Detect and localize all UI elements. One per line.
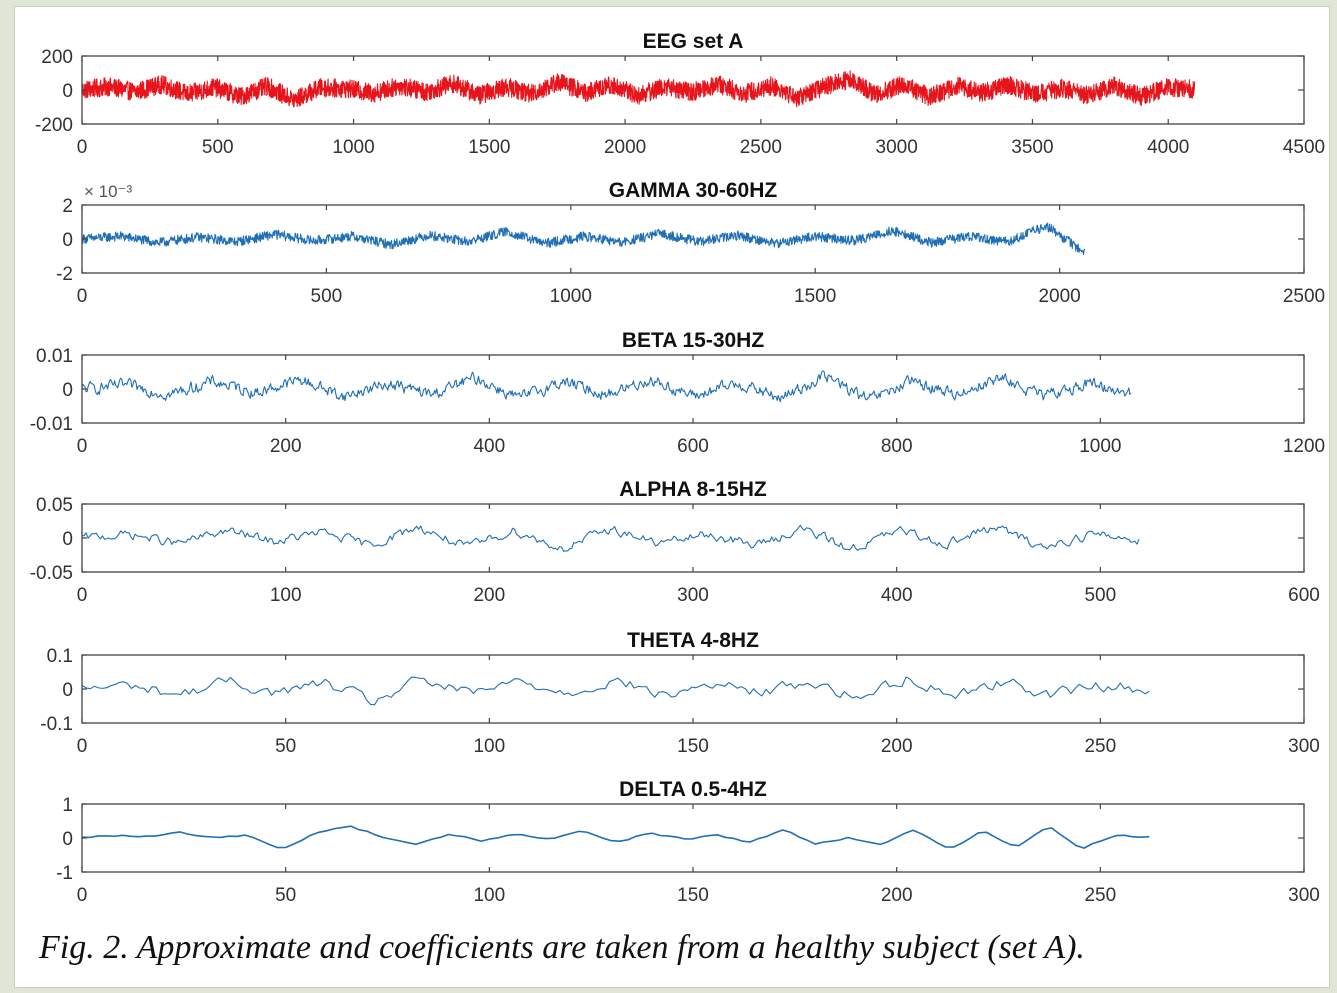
y-tick-label: -200	[35, 115, 73, 136]
y-exponent-label: × 10⁻³	[84, 182, 133, 201]
signal-line	[81, 524, 1140, 552]
subplot-title: THETA 4-8HZ	[627, 629, 759, 652]
x-tick-label: 200	[881, 885, 913, 906]
x-tick-label: 2500	[740, 137, 782, 158]
x-tick-label: 300	[677, 585, 709, 606]
y-tick-label: 0	[62, 380, 73, 401]
x-tick-label: 200	[473, 585, 505, 606]
figure-frame: EEG set A 0 500 1000 1500 2000 2500 3000 3500 400…	[14, 6, 1330, 988]
subplot-title: EEG set A	[643, 30, 744, 53]
signal-line	[81, 825, 1150, 849]
x-tick-label: 100	[270, 585, 302, 606]
x-tick-label: 0	[77, 885, 88, 906]
x-tick-label: 800	[881, 436, 913, 457]
signal-line	[81, 70, 1196, 108]
subplot-title: ALPHA 8-15HZ	[619, 478, 767, 501]
y-tick-label: 0	[62, 529, 73, 550]
y-tick-label: 200	[41, 47, 73, 68]
x-tick-label: 300	[1288, 736, 1320, 757]
x-tick-label: 600	[677, 436, 709, 457]
x-tick-label: 600	[1288, 585, 1320, 606]
y-tick-label: -0.01	[30, 414, 73, 435]
y-tick-label: 2	[62, 196, 73, 217]
y-tick-label: -2	[56, 264, 73, 285]
x-tick-label: 0	[77, 736, 88, 757]
subplot-0: EEG set A0 500 1000 1500 2000 2500 3000 3500 400…	[35, 30, 1325, 158]
x-tick-label: 250	[1084, 885, 1116, 906]
x-tick-label: 1000	[1079, 436, 1121, 457]
signal-line	[81, 676, 1150, 706]
x-tick-label: 2500	[1283, 286, 1325, 307]
x-tick-label: 400	[881, 585, 913, 606]
y-tick-label: 0	[62, 81, 73, 102]
x-tick-label: 200	[270, 436, 302, 457]
eeg-subband-figure: EEG set A0 500 1000 1500 2000 2500 3000 3500 400…	[30, 30, 1325, 906]
y-tick-label: 0.01	[36, 346, 73, 367]
y-tick-label: 0.1	[47, 646, 73, 667]
x-tick-label: 0	[77, 585, 88, 606]
subplot-title: GAMMA 30-60HZ	[609, 179, 778, 202]
x-tick-label: 4500	[1283, 137, 1325, 158]
x-tick-label: 1000	[332, 137, 374, 158]
x-tick-label: 3500	[1011, 137, 1053, 158]
x-tick-label: 4000	[1147, 137, 1189, 158]
subplot-title: DELTA 0.5-4HZ	[619, 778, 767, 801]
x-tick-label: 0	[77, 286, 88, 307]
x-tick-label: 1000	[550, 286, 592, 307]
x-tick-label: 500	[1084, 585, 1116, 606]
x-tick-label: 150	[677, 885, 709, 906]
x-tick-label: 100	[473, 885, 505, 906]
x-tick-label: 1200	[1283, 436, 1325, 457]
x-tick-label: 500	[311, 286, 343, 307]
x-tick-label: 0	[77, 436, 88, 457]
x-tick-label: 3000	[876, 137, 918, 158]
x-tick-label: 400	[473, 436, 505, 457]
x-tick-label: 250	[1084, 736, 1116, 757]
y-tick-label: -1	[56, 863, 73, 884]
x-tick-label: 500	[202, 137, 234, 158]
x-tick-label: 150	[677, 736, 709, 757]
y-tick-label: -0.1	[40, 714, 73, 735]
x-tick-label: 1500	[468, 137, 510, 158]
subplot-title: BETA 15-30HZ	[622, 329, 765, 352]
x-tick-label: 200	[881, 736, 913, 757]
x-tick-label: 300	[1288, 885, 1320, 906]
y-tick-label: 0	[62, 230, 73, 251]
y-tick-label: 0.05	[36, 495, 73, 516]
x-tick-label: 100	[473, 736, 505, 757]
figure-caption: Fig. 2. Approximate and coefficients are…	[39, 929, 1085, 966]
y-tick-label: -0.05	[30, 563, 73, 584]
x-tick-label: 2000	[604, 137, 646, 158]
x-tick-label: 1500	[794, 286, 836, 307]
x-tick-label: 2000	[1038, 286, 1080, 307]
y-tick-label: 0	[62, 680, 73, 701]
x-tick-label: 0	[77, 137, 88, 158]
signal-line	[81, 222, 1086, 256]
x-tick-label: 50	[275, 885, 296, 906]
signal-line	[81, 370, 1132, 403]
y-tick-label: 0	[62, 829, 73, 850]
y-tick-label: 1	[62, 795, 73, 816]
x-tick-label: 50	[275, 736, 296, 757]
